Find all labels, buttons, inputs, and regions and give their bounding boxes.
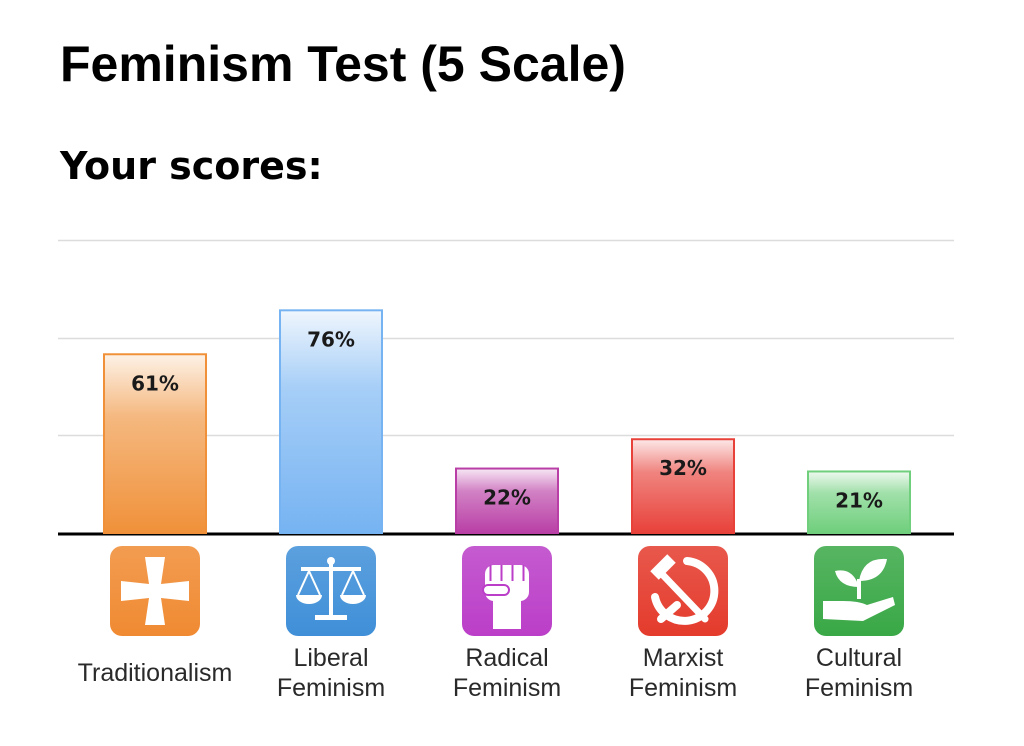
scores-heading: Your scores:	[60, 144, 323, 188]
bar-data-label: 76%	[307, 327, 355, 351]
category-label: Cultural	[816, 644, 902, 672]
bar-traditionalism	[103, 353, 207, 534]
category-label: Radical	[465, 644, 548, 672]
category-icons	[110, 546, 904, 636]
fist-icon	[462, 546, 552, 636]
bar-liberal-feminism	[279, 309, 383, 534]
plant-hand-icon	[814, 546, 904, 636]
bar-data-label: 22%	[483, 486, 531, 510]
bar-data-label: 32%	[659, 456, 707, 480]
category-label: Feminism	[277, 674, 385, 702]
scales-icon	[286, 546, 376, 636]
category-label: Feminism	[805, 674, 913, 702]
category-labels: TraditionalismLiberalFeminismRadicalFemi…	[78, 644, 914, 702]
bar-data-label: 61%	[131, 371, 179, 395]
bar-cultural-feminism	[807, 470, 911, 534]
bar-marxist-feminism	[631, 438, 735, 534]
hammer-sickle-icon	[638, 546, 728, 636]
cross-icon	[110, 546, 200, 636]
category-label: Liberal	[293, 644, 368, 672]
page-title: Feminism Test (5 Scale)	[60, 36, 626, 92]
bar-data-label: 21%	[835, 488, 883, 512]
category-label: Traditionalism	[78, 659, 233, 687]
bar-radical-feminism	[455, 467, 559, 535]
bars: 61% 76% 22% 32% 21%	[103, 309, 911, 535]
category-label: Feminism	[453, 674, 561, 702]
category-label: Marxist	[643, 644, 724, 672]
category-label: Feminism	[629, 674, 737, 702]
